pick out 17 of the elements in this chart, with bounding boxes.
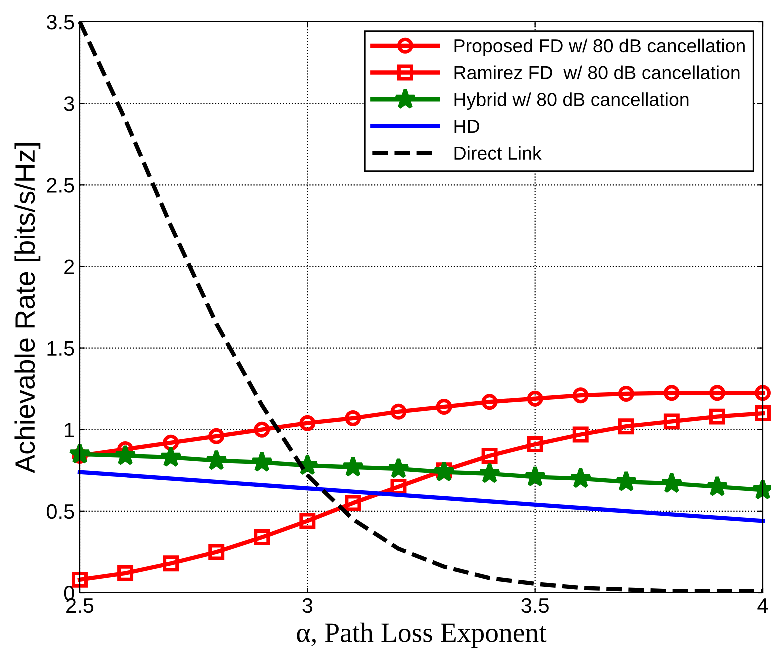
y-tick-label: 3	[64, 96, 74, 112]
x-tick-label: 4	[758, 598, 768, 613]
legend-label: Hybrid w/ 80 dB cancellation	[454, 92, 689, 110]
y-tick-label: 1	[65, 423, 74, 438]
y-tick-label: 0.5	[46, 504, 74, 520]
y-tick-label: 1.5	[48, 342, 74, 356]
legend-label: Direct Link	[454, 146, 542, 160]
legend-label: Ramirez FD w/ 80 dB cancellation	[454, 66, 740, 80]
x-tick-label: 3	[302, 598, 313, 614]
legend-label: HD	[454, 120, 480, 134]
x-axis-title: α, Path Loss Exponent	[297, 622, 547, 648]
y-tick-label: 2.5	[47, 178, 74, 193]
legend-label: Proposed FD w/ 80 dB cancellation	[454, 38, 745, 56]
y-axis-title: Achievable Rate [bits/s/Hz]	[14, 144, 41, 474]
y-tick-label: 3.5	[46, 15, 74, 30]
x-tick-label: 3.5	[522, 598, 549, 614]
y-tick-label: 2	[64, 260, 74, 274]
